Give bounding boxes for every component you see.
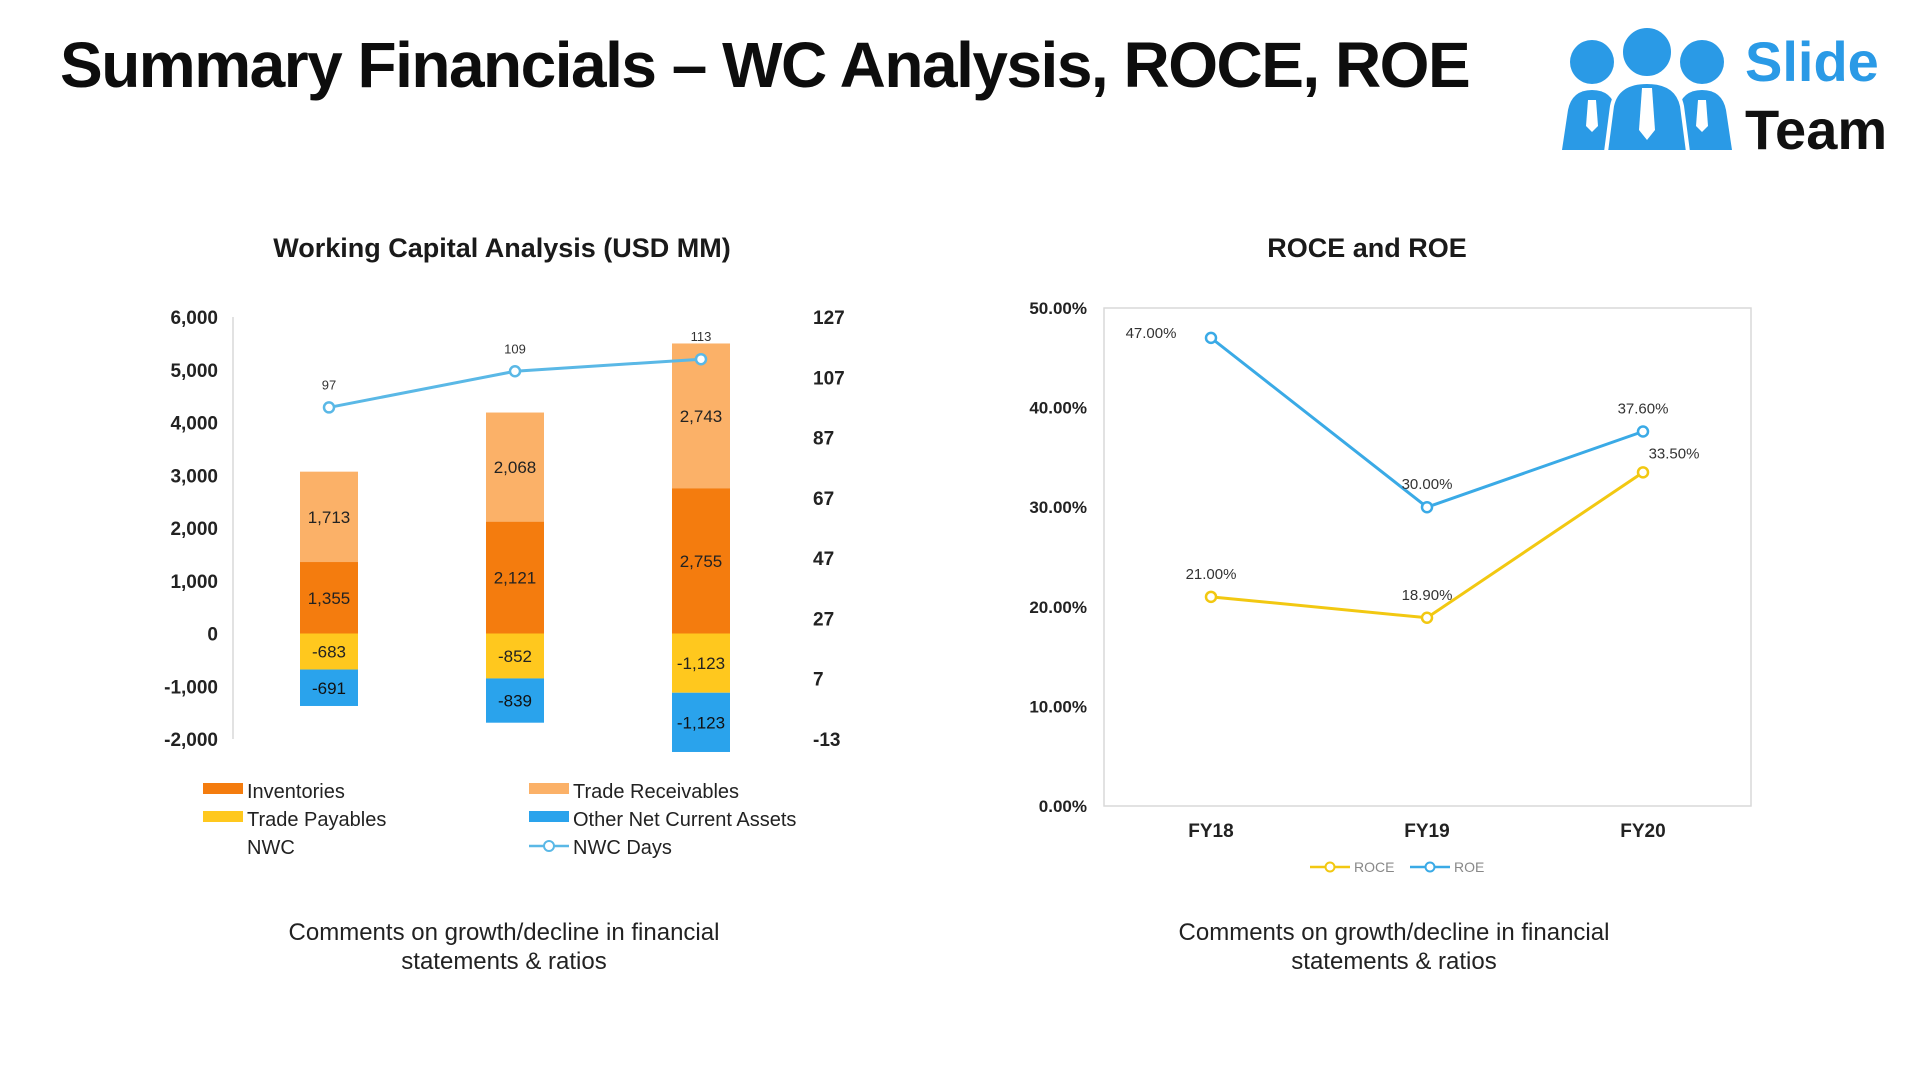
- legend-roe-label: ROE: [1454, 859, 1484, 875]
- trade-receivables-bar-label: 1,713: [308, 508, 351, 527]
- y-tick-label: 30.00%: [1029, 498, 1087, 517]
- y-tick-label: 2,000: [170, 519, 218, 540]
- y2-tick-label: 27: [813, 609, 834, 630]
- trade-payables-bar: [672, 633, 730, 693]
- inventories-bar-label: 2,755: [680, 552, 723, 571]
- inventories-bar-label: 2,121: [494, 569, 537, 588]
- roe-point: [1636, 425, 1650, 438]
- y-tick-label: 0: [207, 625, 218, 646]
- legend-trade-payables-label: Trade Payables: [247, 809, 386, 831]
- right-comments: Comments on growth/decline in financial …: [1114, 918, 1674, 976]
- other-net-current-assets-bar-label: -839: [498, 692, 532, 711]
- nwc-days-point: [694, 352, 708, 366]
- page-title: Summary Financials – WC Analysis, ROCE, …: [60, 29, 1471, 101]
- legend-inventories-label: Inventories: [247, 781, 345, 803]
- nwc-days-point: [508, 365, 522, 378]
- trade-payables-bar: [300, 633, 358, 670]
- y2-tick-label: 47: [813, 549, 834, 570]
- plot-area: [1103, 307, 1752, 807]
- roce-point: [1204, 590, 1218, 604]
- roe-value-label: 47.00%: [1126, 325, 1177, 342]
- legend-other-net-current-assets-label: Other Net Current Assets: [573, 809, 796, 831]
- trade-payables-bar: [486, 633, 544, 679]
- x-tick-label: FY19: [1404, 821, 1449, 842]
- roce-value-label: 21.00%: [1186, 566, 1237, 583]
- y2-tick-label: 107: [813, 368, 845, 389]
- y2-tick-label: 87: [813, 429, 834, 450]
- other-net-current-assets-bar: [486, 678, 544, 723]
- right-comments-line2: statements & ratios: [1291, 948, 1497, 975]
- nwc-days-point: [322, 401, 336, 414]
- roe-value-label: 37.60%: [1618, 401, 1669, 418]
- left-comments-line2: statements & ratios: [401, 948, 607, 975]
- nwc-days-label: 113: [691, 329, 712, 344]
- trade-payables-bar-label: -852: [498, 647, 532, 666]
- y-tick-label: 1,000: [170, 572, 218, 593]
- roce-chart-title: ROCE and ROE: [1267, 233, 1467, 263]
- inventories-bar: [300, 562, 358, 634]
- legend-other-net-current-assets-swatch: [529, 811, 569, 822]
- y-tick-label: 40.00%: [1029, 399, 1087, 418]
- other-net-current-assets-bar: [672, 692, 730, 752]
- right-comments-line1: Comments on growth/decline in financial: [1178, 919, 1610, 946]
- x-tick-label: FY20: [1620, 821, 1665, 842]
- inventories-bar: [672, 488, 730, 634]
- y-tick-label: 5,000: [170, 361, 218, 382]
- other-net-current-assets-bar: [300, 669, 358, 706]
- legend-nwc-label: NWC: [247, 837, 295, 859]
- other-net-current-assets-bar-label: -691: [312, 679, 346, 698]
- y-tick-label: 20.00%: [1029, 598, 1087, 617]
- working-capital-chart: 6,000 5,000 4,000 3,000 2,000 1,000 0 -1,000 -2,…: [164, 308, 845, 859]
- y-tick-label: 6,000: [170, 308, 218, 329]
- y2-tick-label: 7: [813, 670, 824, 691]
- y2-tick-label: -13: [813, 730, 840, 751]
- roce-point: [1636, 466, 1650, 479]
- roce-roe-chart: 50.00% 40.00% 30.00% 20.00% 10.00% 0.00% FY18 F…: [1029, 299, 1752, 875]
- legend-trade-receivables-label: Trade Receivables: [573, 781, 739, 803]
- trade-receivables-bar: [672, 343, 730, 489]
- left-comments-line1: Comments on growth/decline in financial: [288, 919, 720, 946]
- people-team-icon: [1562, 24, 1732, 152]
- trade-payables-bar-label: -683: [312, 643, 346, 662]
- legend-trade-payables-swatch: [203, 811, 243, 822]
- other-net-current-assets-bar-label: -1,123: [677, 713, 725, 732]
- slideteam-logo: Slide Team: [1560, 22, 1900, 162]
- y2-tick-label: 67: [813, 489, 834, 510]
- trade-receivables-bar: [486, 412, 544, 522]
- x-tick-label: FY18: [1188, 821, 1233, 842]
- y-tick-label: 4,000: [170, 414, 218, 435]
- roce-point: [1420, 611, 1434, 625]
- left-comments: Comments on growth/decline in financial …: [224, 918, 784, 976]
- y-tick-label: -2,000: [164, 730, 218, 751]
- roce-value-label: 18.90%: [1402, 587, 1453, 604]
- legend-roce-label: ROCE: [1354, 859, 1394, 875]
- nwc-days-label: 109: [504, 341, 526, 356]
- y-tick-label: -1,000: [164, 677, 218, 698]
- legend-nwc-days-label: NWC Days: [573, 837, 672, 859]
- y-tick-label: 0.00%: [1039, 797, 1087, 816]
- trade-receivables-bar: [300, 471, 358, 563]
- trade-receivables-bar-label: 2,743: [680, 407, 723, 426]
- legend-roce-marker: [1324, 861, 1336, 873]
- legend-roe-marker: [1424, 861, 1436, 873]
- roe-value-label: 30.00%: [1402, 476, 1453, 493]
- y-tick-label: 50.00%: [1029, 299, 1087, 318]
- trade-payables-bar-label: -1,123: [677, 654, 725, 673]
- wc-chart-title: Working Capital Analysis (USD MM): [273, 233, 731, 263]
- roe-point: [1204, 331, 1218, 345]
- logo-word-team: Team: [1745, 98, 1888, 161]
- nwc-days-label: 97: [322, 377, 336, 392]
- legend-inventories-swatch: [203, 783, 243, 794]
- roce-value-label: 33.50%: [1649, 445, 1700, 462]
- legend-trade-receivables-swatch: [529, 783, 569, 794]
- trade-receivables-bar-label: 2,068: [494, 458, 537, 477]
- y-tick-label: 10.00%: [1029, 697, 1087, 716]
- roe-point: [1420, 500, 1434, 514]
- inventories-bar-label: 1,355: [308, 589, 351, 608]
- inventories-bar: [486, 521, 544, 634]
- logo-word-slide: Slide: [1745, 30, 1879, 93]
- y2-tick-label: 127: [813, 308, 845, 329]
- legend-nwc-days-marker: [543, 840, 555, 852]
- y-tick-label: 3,000: [170, 466, 218, 487]
